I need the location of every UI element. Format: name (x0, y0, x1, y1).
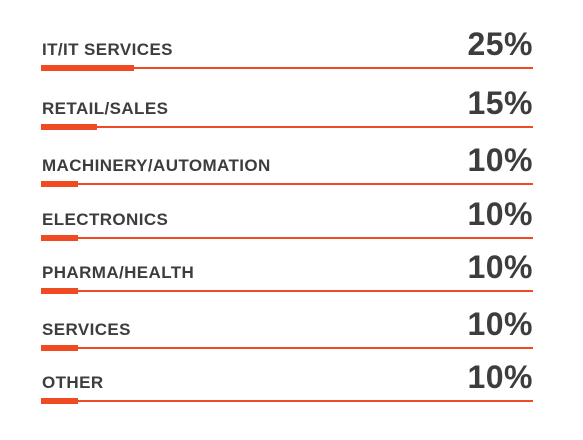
category-label: ELECTRONICS (42, 210, 169, 229)
category-label: OTHER (42, 373, 104, 392)
bar-row: SERVICES 10% (41, 289, 533, 351)
bar-row: ELECTRONICS 10% (41, 179, 533, 241)
bar-row: OTHER 10% (41, 342, 533, 404)
value-label: 25% (467, 26, 533, 62)
bar-row: PHARMA/HEALTH 10% (41, 232, 533, 294)
bar-track (41, 347, 533, 349)
bar-row: MACHINERY/AUTOMATION 10% (41, 125, 533, 187)
value-label: 10% (467, 306, 533, 342)
bar-track (41, 67, 533, 69)
bar-fill (41, 124, 97, 130)
bar-track (41, 126, 533, 128)
bar-track (41, 237, 533, 239)
bar-track (41, 183, 533, 185)
bar-fill (41, 288, 78, 294)
bar-fill (41, 65, 134, 71)
value-label: 10% (467, 359, 533, 395)
bar-fill (41, 235, 78, 241)
bar-fill (41, 398, 78, 404)
bar-track (41, 290, 533, 292)
category-label: RETAIL/SALES (42, 99, 169, 118)
bar-row: IT/IT SERVICES 25% (41, 9, 533, 71)
value-label: 10% (467, 196, 533, 232)
bar-fill (41, 181, 78, 187)
bar-row: RETAIL/SALES 15% (41, 68, 533, 130)
value-label: 15% (467, 85, 533, 121)
value-label: 10% (467, 142, 533, 178)
value-label: 10% (467, 249, 533, 285)
bar-fill (41, 345, 78, 351)
category-label: MACHINERY/AUTOMATION (42, 156, 271, 175)
category-label: PHARMA/HEALTH (42, 263, 195, 282)
category-label: SERVICES (42, 320, 131, 339)
category-label: IT/IT SERVICES (42, 40, 173, 59)
bar-track (41, 400, 533, 402)
